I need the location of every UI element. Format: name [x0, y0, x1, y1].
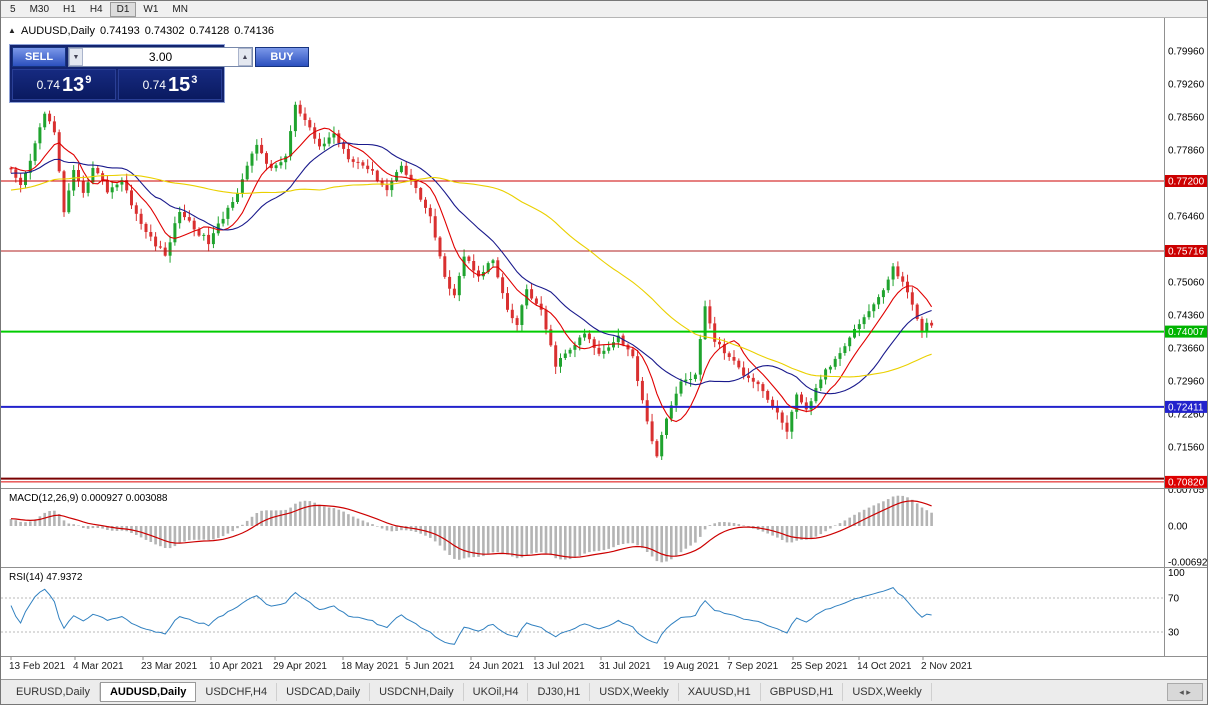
- date-label: 13 Jul 2021: [533, 661, 585, 672]
- chart-tab-usdx-weekly[interactable]: USDX,Weekly: [843, 683, 932, 701]
- tab-scroll-buttons[interactable]: ◂ ▸: [1167, 683, 1203, 701]
- chart-area: 0.00705 0.00 -0.00692 100 70 30 0.79960 0.79260…: [1, 18, 1208, 681]
- buy-button[interactable]: BUY: [255, 47, 309, 67]
- date-label: 18 May 2021: [341, 661, 399, 672]
- timeframe-button-w1[interactable]: W1: [143, 3, 159, 15]
- chart-tab-xauusd-h1[interactable]: XAUUSD,H1: [679, 683, 761, 701]
- price-badge: [1165, 325, 1207, 338]
- price-badge: [1165, 475, 1207, 488]
- chart-tab-audusd-daily[interactable]: AUDUSD,Daily: [99, 682, 197, 702]
- price-badge: [1165, 245, 1207, 257]
- chart-tab-usdcad-daily[interactable]: USDCAD,Daily: [277, 683, 371, 701]
- date-label: 10 Apr 2021: [209, 661, 263, 672]
- volume-input[interactable]: [83, 48, 238, 66]
- price-badge: [1165, 175, 1207, 187]
- rsi-axis-label: 30: [1168, 628, 1180, 639]
- date-label: 23 Mar 2021: [141, 661, 198, 672]
- date-label: 31 Jul 2021: [599, 661, 651, 672]
- sell-price-big: 13: [61, 73, 85, 96]
- chart-close: 0.74136: [234, 25, 275, 37]
- ma-line-fast: [10, 127, 933, 423]
- date-label: 19 Aug 2021: [663, 661, 720, 672]
- buy-price-sup: 3: [191, 73, 198, 86]
- volume-decrement-icon[interactable]: ▼: [69, 48, 83, 66]
- sell-price-tile[interactable]: 0.74 13 9: [12, 69, 116, 100]
- date-label: 7 Sep 2021: [727, 661, 779, 672]
- rsi-label: RSI(14) 47.9372: [9, 572, 83, 583]
- price-tick-label: 0.75060: [1168, 277, 1205, 288]
- price-tick-label: 0.73660: [1168, 344, 1205, 355]
- ma-line-slow: [10, 174, 932, 378]
- date-label: 24 Jun 2021: [469, 661, 524, 672]
- rsi-axis-label: 70: [1168, 594, 1180, 605]
- date-label: 29 Apr 2021: [273, 661, 327, 672]
- volume-box: ▼ ▲: [68, 47, 253, 67]
- buy-price-big: 15: [167, 73, 191, 96]
- price-tick-label: 0.79260: [1168, 79, 1205, 90]
- chart-tab-eurusd-daily[interactable]: EURUSD,Daily: [7, 683, 100, 701]
- macd-axis-label: 0.00705: [1168, 485, 1205, 496]
- date-label: 25 Sep 2021: [791, 661, 848, 672]
- date-label: 5 Jun 2021: [405, 661, 455, 672]
- timeframe-button-m30[interactable]: M30: [29, 3, 50, 15]
- date-label: 4 Mar 2021: [73, 661, 124, 672]
- price-tick-label: 0.78560: [1168, 112, 1205, 123]
- price-tick-label: 0.79960: [1168, 46, 1205, 57]
- chart-tab-bar: EURUSD,Daily AUDUSD,Daily USDCHF,H4 USDCAD,…: [1, 679, 1207, 704]
- rsi-line: [10, 587, 932, 645]
- timeframe-button-mn[interactable]: MN: [172, 3, 188, 15]
- volume-increment-icon[interactable]: ▲: [238, 48, 252, 66]
- chart-low: 0.74128: [189, 25, 230, 37]
- price-badge-label: 0.74007: [1168, 327, 1205, 338]
- chart-tab-usdcnh-daily[interactable]: USDCNH,Daily: [370, 683, 464, 701]
- one-click-trading-panel: SELL ▼ ▲ BUY 0.74 13 9 0.74 15 3: [9, 44, 309, 103]
- chart-high: 0.74302: [144, 25, 185, 37]
- chart-tab-dj30-h1[interactable]: DJ30,H1: [528, 683, 591, 701]
- timeframe-button-d1[interactable]: D1: [109, 1, 137, 17]
- ma-line-medium: [10, 142, 932, 395]
- buy-price-tile[interactable]: 0.74 15 3: [118, 69, 222, 100]
- sell-button[interactable]: SELL: [12, 47, 66, 67]
- macd-axis-label: -0.00692: [1168, 558, 1208, 569]
- date-label: 13 Feb 2021: [9, 661, 66, 672]
- chart-tab-usdchf-h4[interactable]: USDCHF,H4: [196, 683, 278, 701]
- buy-price-prefix: 0.74: [142, 77, 166, 92]
- price-badge-label: 0.72411: [1168, 402, 1204, 413]
- chart-open: 0.74193: [99, 25, 140, 37]
- price-tick-label: 0.74360: [1168, 311, 1205, 322]
- price-tick-label: 0.72260: [1168, 410, 1205, 421]
- price-tick-label: 0.77860: [1168, 145, 1205, 156]
- date-label: 14 Oct 2021: [857, 661, 912, 672]
- collapse-trade-panel-icon[interactable]: ▲: [8, 26, 16, 35]
- price-tick-label: 0.76460: [1168, 211, 1205, 222]
- price-badge-label: 0.77200: [1168, 177, 1205, 188]
- price-tick-label: 0.71560: [1168, 443, 1205, 454]
- price-badge-label: 0.75716: [1168, 247, 1205, 258]
- price-tick-label: 0.72960: [1168, 377, 1205, 388]
- chart-title: AUDUSD,Daily 0.74193 0.74302 0.74128 0.74136: [21, 25, 279, 37]
- sell-price-prefix: 0.74: [36, 77, 60, 92]
- timeframe-button-h4[interactable]: H4: [89, 3, 103, 15]
- date-label: 2 Nov 2021: [921, 661, 973, 672]
- timeframe-button-h1[interactable]: H1: [63, 3, 76, 15]
- chart-tab-usdx-weekly[interactable]: USDX,Weekly: [590, 683, 679, 701]
- chart-symbol: AUDUSD,Daily: [21, 25, 95, 37]
- timeframe-button-5[interactable]: 5: [10, 3, 16, 15]
- timeframe-toolbar: 5 M30 H1 H4 D1 W1 MN: [1, 1, 1207, 18]
- chart-tab-gbpusd-h1[interactable]: GBPUSD,H1: [761, 683, 844, 701]
- macd-label: MACD(12,26,9) 0.000927 0.003088: [9, 493, 168, 504]
- macd-histogram: [9, 495, 933, 563]
- macd-axis-label: 0.00: [1168, 522, 1188, 533]
- price-badge-label: 0.70820: [1168, 477, 1205, 488]
- sell-price-sup: 9: [85, 73, 92, 86]
- price-badge: [1165, 400, 1207, 413]
- rsi-axis-label: 100: [1168, 568, 1185, 579]
- chart-tab-ukoil-h4[interactable]: UKOil,H4: [464, 683, 529, 701]
- macd-signal-line: [10, 500, 932, 558]
